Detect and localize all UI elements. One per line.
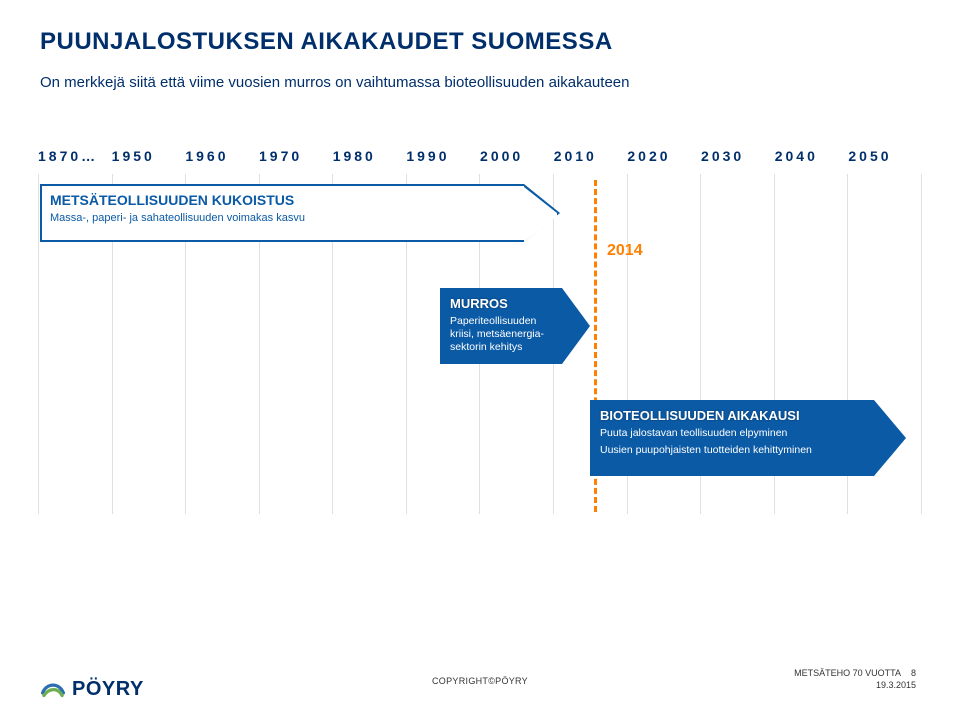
era-murros-sub: Paperiteollisuuden kriisi, metsäenergia-… [450, 315, 556, 354]
timeline-year: 2000 [480, 148, 554, 164]
footer-copyright: COPYRIGHT©PÖYRY [432, 676, 528, 686]
era-bio-sub2: Uusien puupohjaisten tuotteiden kehittym… [600, 444, 868, 457]
timeline-year: 2030 [701, 148, 775, 164]
era-bio-title: BIOTEOLLISUUDEN AIKAKAUSI [600, 408, 800, 423]
timeline-year-start: 1870… [38, 148, 112, 164]
poyry-logo: PÖYRY [40, 676, 144, 702]
slide-root: PUUNJALOSTUKSEN AIKAKAUDET SUOMESSA On m… [0, 0, 960, 712]
timeline-year: 1970 [259, 148, 333, 164]
era-bioteollisuus: BIOTEOLLISUUDEN AIKAKAUSI Puuta jalostav… [590, 400, 906, 476]
footer-project: METSÄTEHO 70 VUOTTA [794, 668, 900, 678]
timeline-year: 2010 [554, 148, 628, 164]
era-metsa-sub: Massa-, paperi- ja sahateollisuuden voim… [50, 212, 518, 226]
era-murros: MURROS Paperiteollisuuden kriisi, metsäe… [440, 288, 590, 364]
era-bio-sub: Puuta jalostavan teollisuuden elpyminen [600, 427, 868, 440]
slide-footer: COPYRIGHT©PÖYRY METSÄTEHO 70 VUOTTA 8 19… [40, 668, 920, 698]
marker-2014-label: 2014 [607, 242, 643, 260]
timeline-year: 1990 [406, 148, 480, 164]
timeline-year: 1980 [333, 148, 407, 164]
timeline-year: 1950 [112, 148, 186, 164]
poyry-logo-word: PÖYRY [72, 678, 144, 701]
poyry-logo-icon [40, 676, 66, 702]
timeline-year: 2050 [848, 148, 922, 164]
timeline-year: 2020 [627, 148, 701, 164]
page-title: PUUNJALOSTUKSEN AIKAKAUDET SUOMESSA [40, 28, 920, 56]
footer-right: METSÄTEHO 70 VUOTTA 8 19.3.2015 [794, 668, 916, 691]
footer-date: 19.3.2015 [876, 680, 916, 690]
footer-page-number: 8 [911, 668, 916, 678]
era-metsa-title: METSÄTEOLLISUUDEN KUKOISTUS [50, 192, 294, 208]
era-murros-title: MURROS [450, 296, 508, 311]
timeline-years-row: 1870…19501960197019801990200020102020203… [38, 148, 922, 164]
timeline-year: 2040 [775, 148, 849, 164]
page-subtitle: On merkkejä siitä että viime vuosien mur… [40, 74, 920, 91]
timeline-year: 1960 [185, 148, 259, 164]
era-metsateollisuus: METSÄTEOLLISUUDEN KUKOISTUS Massa-, pape… [40, 184, 560, 242]
